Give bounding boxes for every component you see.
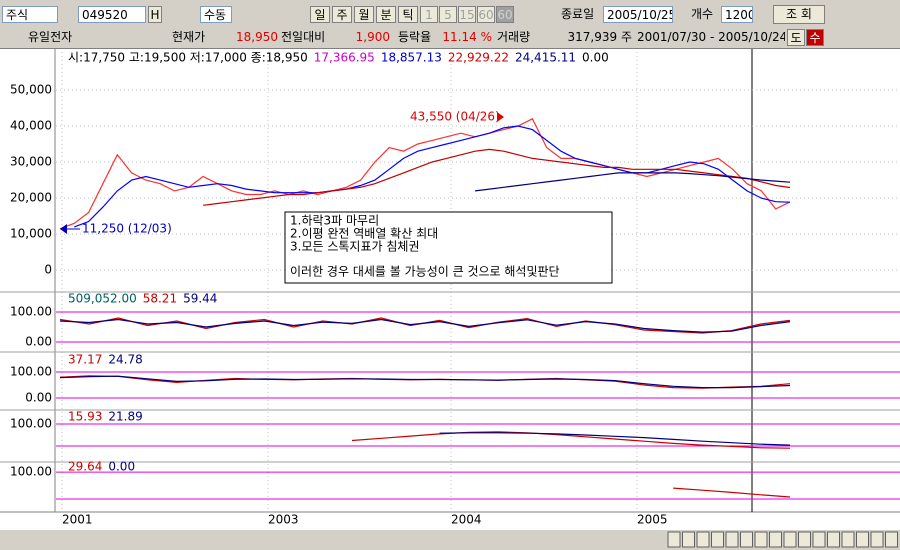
- tool-icon: [885, 531, 898, 548]
- legend-text: 22,929.22: [448, 51, 509, 65]
- tool-icon: [667, 531, 681, 548]
- arrow-icon: [497, 112, 504, 122]
- minute-button[interactable]: 5: [439, 6, 457, 23]
- tool-icon: [696, 531, 710, 548]
- toolbar: 주식 049520 H 수동 일 주 월 분 틱 1 5 15 60 60 종료일 2005/10/25 개수 1…: [0, 0, 900, 49]
- legend-text: 21.89: [108, 410, 142, 424]
- legend-text: 0.00: [108, 460, 135, 474]
- tool-icon: [856, 531, 869, 548]
- x-tick-label: 2004: [451, 513, 482, 527]
- minute-button[interactable]: 1: [420, 6, 438, 23]
- series-line: [59, 318, 791, 333]
- button-2[interactable]: 수: [806, 29, 824, 46]
- tool-icon: [754, 531, 768, 548]
- period-button[interactable]: 월: [354, 6, 374, 23]
- change-label: 전일대비: [281, 30, 326, 44]
- legend-text: 17,366.95: [314, 51, 375, 65]
- series-line: [673, 487, 791, 498]
- price: 18,950: [236, 30, 278, 44]
- minute-button[interactable]: 15: [458, 6, 476, 23]
- volume: 317,939 주: [567, 30, 632, 44]
- count-label: 개수: [691, 7, 714, 21]
- period-button[interactable]: 일: [310, 6, 330, 23]
- y-tick-label: 10,000: [10, 227, 52, 241]
- tool-icon: [711, 531, 724, 548]
- tool-icon: [783, 531, 797, 548]
- note-text: 1.하락3파 마무리: [290, 214, 379, 228]
- y-tick-label: 100.00: [10, 304, 52, 318]
- y-tick-label: 0.00: [25, 390, 52, 404]
- y-tick-label: 40,000: [10, 118, 52, 132]
- legend-text: 15.93: [68, 410, 102, 424]
- legend-text: 18,857.13: [381, 51, 442, 65]
- y-tick-label: 50,000: [10, 82, 52, 96]
- series-line: [351, 431, 791, 449]
- period-button[interactable]: 틱: [398, 6, 418, 23]
- date-range: 2001/07/30 - 2005/10/24: [637, 30, 785, 44]
- code-input[interactable]: 049520: [78, 6, 146, 23]
- count-input[interactable]: 1200: [721, 6, 753, 23]
- note-box: [284, 211, 613, 284]
- button-1[interactable]: 도: [787, 29, 805, 46]
- annotation: 11,250 (12/03): [82, 222, 172, 236]
- y-tick-label: 30,000: [10, 155, 52, 169]
- y-tick-label: 0.00: [25, 334, 52, 348]
- series-line: [59, 375, 791, 389]
- annotation: 43,550 (04/26): [410, 110, 500, 124]
- rate-label: 등락율: [398, 30, 432, 44]
- tool-icon: [798, 531, 811, 548]
- tool-icon: [841, 531, 855, 548]
- note-text: 3.모든 스톡지표가 침체권: [290, 240, 419, 254]
- legend-text: 0.00: [582, 51, 609, 65]
- volume-label: 거래량: [497, 30, 531, 44]
- y-tick-label: 100.00: [10, 364, 52, 378]
- x-tick-label: 2005: [637, 513, 668, 527]
- series-line: [439, 432, 791, 446]
- tool-icon: [682, 531, 695, 548]
- legend-text: 509,052.00: [68, 292, 137, 306]
- legend-text: 29.64: [68, 460, 102, 474]
- tool-icon: [769, 531, 782, 548]
- y-tick-label: 20,000: [10, 191, 52, 205]
- series-line: [203, 148, 791, 206]
- price-label: 현재가: [172, 30, 206, 44]
- tool-icon: [812, 531, 826, 548]
- legend-text: 58.21: [143, 292, 177, 306]
- note-text: 이러한 경우 대세를 볼 가능성이 큰 것으로 해석및판단: [290, 265, 560, 279]
- y-tick-label: 0: [44, 263, 52, 277]
- mode-select[interactable]: 수동: [200, 6, 232, 23]
- tool-icon: [827, 531, 840, 548]
- market-select[interactable]: 주식: [2, 6, 58, 23]
- y-tick-label: 100.00: [10, 416, 52, 430]
- legend-text: 24,415.11: [515, 51, 576, 65]
- note-text: 2.이평 완전 역배열 확산 최대: [290, 227, 438, 241]
- tool-icon: [725, 531, 739, 548]
- series-line: [74, 125, 791, 228]
- change: 1,900: [355, 30, 390, 44]
- x-tick-label: 2003: [268, 513, 299, 527]
- arrow-icon: [60, 224, 67, 234]
- legend-text: 37.17: [68, 353, 102, 367]
- end-date-input[interactable]: 2005/10/25: [603, 6, 673, 23]
- rate: 11.14 %: [442, 30, 492, 44]
- series-line: [59, 117, 791, 230]
- minute-button[interactable]: 60: [496, 6, 514, 23]
- legend-text: 24.78: [108, 353, 142, 367]
- end-date-label: 종료일: [561, 7, 595, 21]
- tool-icon: [740, 531, 753, 548]
- legend-text: 59.44: [183, 292, 217, 306]
- tool-icon: [870, 531, 884, 548]
- x-tick-label: 2001: [62, 513, 93, 527]
- period-button[interactable]: 주: [332, 6, 352, 23]
- stock-name: 유일전자: [28, 30, 73, 44]
- period-button[interactable]: 분: [376, 6, 396, 23]
- series-line: [475, 172, 791, 192]
- h-button[interactable]: H: [148, 6, 162, 23]
- legend-text: 시:17,750 고:19,500 저:17,000 종:18,950: [68, 51, 308, 65]
- minute-button[interactable]: 60: [477, 6, 495, 23]
- y-tick-label: 100.00: [10, 465, 52, 479]
- query-button[interactable]: 조 회: [773, 5, 825, 24]
